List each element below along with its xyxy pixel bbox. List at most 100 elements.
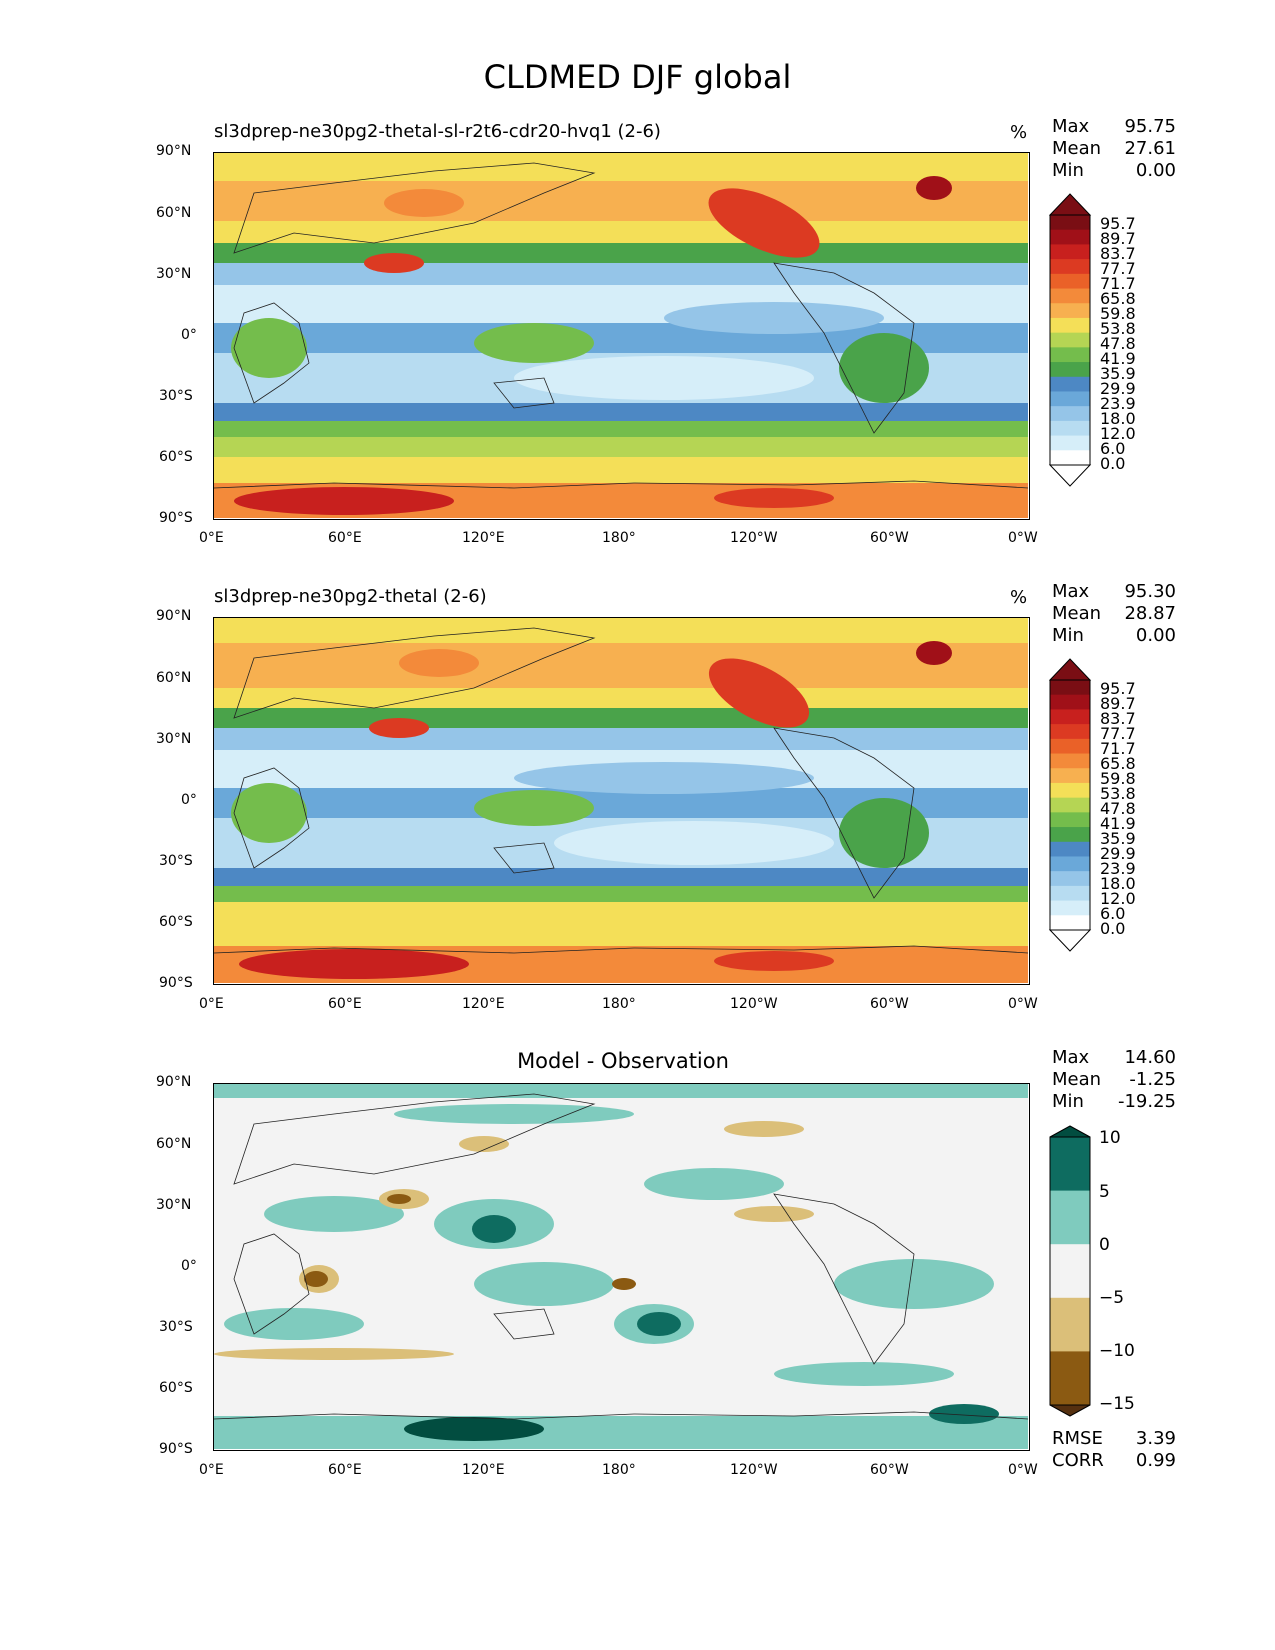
panel1-title: sl3dprep-ne30pg2-thetal-sl-r2t6-cdr20-hv…: [214, 121, 661, 142]
panel2-cb-label-14: 12.0: [1100, 889, 1136, 908]
panel1-cb-label-0: 95.7: [1100, 214, 1136, 233]
panel1-band-nh-orange: [214, 181, 1028, 221]
panel2-colorbar-swatch-15: [1050, 900, 1090, 916]
panel2-xtick-120w: 120°W: [730, 996, 778, 1012]
panel2-blob-amazon: [839, 798, 929, 868]
panel1-colorbar-swatch-9: [1050, 347, 1090, 363]
panel2-band-nh-lightblue: [214, 728, 1028, 752]
panel2-colorbar-swatch-14: [1050, 885, 1090, 902]
panel1-cb-label-7: 53.8: [1100, 319, 1136, 338]
panel2-stat-max-value: 95.30: [1124, 581, 1176, 602]
panel1-colorbar-svg: [1049, 193, 1092, 487]
panel2-band-nh-orange: [214, 643, 1028, 688]
panel3-cb-label-4: −10: [1099, 1341, 1135, 1361]
panel3-title: Model - Observation: [517, 1049, 729, 1073]
panel3-xtick-0e: 0°E: [199, 1462, 224, 1478]
panel1-coastlines: [214, 162, 1028, 489]
panel2-xtick-180: 180°: [602, 996, 636, 1012]
panel2-colorbar-swatch-9: [1050, 812, 1090, 828]
panel2-cb-label-4: 71.7: [1100, 739, 1136, 758]
panel1-colorbar-swatch-6: [1050, 303, 1090, 319]
panel3-corr-label: CORR: [1052, 1450, 1104, 1471]
panel3-ytick-90s: 90°S: [159, 1441, 193, 1457]
panel2-cb-label-11: 29.9: [1100, 844, 1136, 863]
panel3-stat-mean-value: -1.25: [1129, 1069, 1176, 1090]
panel1-colorbar-swatch-14: [1050, 420, 1090, 437]
panel3-stat-max-label: Max: [1052, 1047, 1090, 1068]
panel3-blob-18: [612, 1278, 636, 1290]
panel2-colorbar-swatch-11: [1050, 841, 1090, 857]
panel3-blob-19: [214, 1348, 454, 1360]
panel1-colorbar-extend-max: [1049, 193, 1092, 216]
panel1-cb-label-9: 41.9: [1100, 349, 1136, 368]
panel1-band-nh-green: [214, 243, 1028, 265]
panel3-xtick-180: 180°: [602, 1462, 636, 1478]
panel1-colorbar-swatch-4: [1050, 273, 1090, 290]
panel1-xtick-120e: 120°E: [462, 530, 505, 546]
panel1-cb-label-3: 77.7: [1100, 259, 1136, 278]
panel1-xtick-60w: 60°W: [870, 530, 909, 546]
panel3-ytick-30s: 30°S: [159, 1319, 193, 1335]
panel3-colorbar-swatch-1: [1050, 1190, 1090, 1245]
panel1-band-nh-lightblue: [214, 263, 1028, 287]
panel2-cb-label-8: 47.8: [1100, 799, 1136, 818]
panel3-blob-15: [387, 1194, 411, 1204]
panel1-xtick-180: 180°: [602, 530, 636, 546]
panel2-colorbar-swatch-6: [1050, 768, 1090, 784]
panel3-blob-11: [774, 1362, 954, 1386]
panel1-ytick-30s: 30°S: [159, 388, 193, 404]
panel2-xtick-60e: 60°E: [328, 996, 362, 1012]
panel1-blob-maritime: [474, 323, 594, 363]
panel3-stat-min-label: Min: [1052, 1091, 1084, 1112]
panel2-colorbar-swatch-0: [1050, 680, 1090, 696]
panel1-stat-mean-value: 27.61: [1124, 138, 1176, 159]
panel3-blob-13: [929, 1404, 999, 1424]
panel1-blob-africa: [231, 318, 307, 378]
panel2-colorbar: [1049, 658, 1093, 952]
panel3-rmse-label: RMSE: [1052, 1428, 1103, 1449]
panel3-blob-10: [834, 1259, 994, 1309]
panel1-units: %: [1010, 122, 1028, 143]
panel1-stat-max-label: Max: [1052, 116, 1090, 137]
panel2-band-nh-green: [214, 708, 1028, 730]
panel2-blob-himalaya: [369, 718, 429, 738]
panel1-colorbar-swatch-10: [1050, 362, 1090, 378]
panel3-coastlines: [214, 1093, 1028, 1420]
panel2-colorbar-swatch-2: [1050, 709, 1090, 725]
panel2-xtick-0w: 0°W: [1008, 996, 1038, 1012]
panel3-band-antarctic: [214, 1416, 1028, 1449]
panel2-title: sl3dprep-ne30pg2-thetal (2-6): [214, 586, 487, 607]
panel1-ytick-0: 0°: [181, 327, 197, 343]
panel2-colorbar-svg: [1049, 658, 1092, 952]
panel1-stat-min-value: 0.00: [1135, 160, 1176, 181]
panel2-colorbar-swatch-10: [1050, 827, 1090, 843]
panel1-colorbar-swatch-15: [1050, 435, 1090, 451]
panel1-colorbar: [1049, 193, 1093, 487]
panel3-field: [214, 1084, 1028, 1449]
panel2-cb-label-16: 0.0: [1100, 919, 1126, 938]
panel3-colorbar-swatch-2: [1050, 1244, 1090, 1299]
panel1-ytick-90n: 90°N: [156, 143, 192, 159]
panel3-colorbar-extend-max: [1049, 1125, 1091, 1138]
panel1-colorbar-swatch-5: [1050, 288, 1090, 304]
panel2-xtick-120e: 120°E: [462, 996, 505, 1012]
panel2-colorbar-swatch-12: [1050, 856, 1090, 872]
panel2-cb-label-7: 53.8: [1100, 784, 1136, 803]
panel2-blob-pacific-storm: [708, 658, 810, 728]
panel3-blob-1: [394, 1104, 634, 1124]
panel1-ytick-90s: 90°S: [159, 510, 193, 526]
panel1-cb-label-15: 6.0: [1100, 439, 1126, 458]
panel3-xtick-60w: 60°W: [870, 1462, 909, 1478]
panel2-ytick-30n: 30°N: [156, 731, 192, 747]
panel1-cb-label-8: 47.8: [1100, 334, 1136, 353]
panel1-colorbar-swatch-13: [1050, 406, 1090, 422]
panel1-colorbar-swatch-7: [1050, 317, 1090, 334]
panel1-cb-label-13: 18.0: [1100, 409, 1136, 428]
panel2-coastlines: [214, 627, 1028, 954]
panel2-xtick-0e: 0°E: [199, 996, 224, 1012]
panel2-blob-antarctic-red: [239, 949, 469, 979]
panel2-colorbar-swatch-5: [1050, 753, 1090, 769]
panel2-cb-label-10: 35.9: [1100, 829, 1136, 848]
panel1-stat-max-value: 95.75: [1124, 116, 1176, 137]
panel1-blob-amazon: [839, 333, 929, 403]
